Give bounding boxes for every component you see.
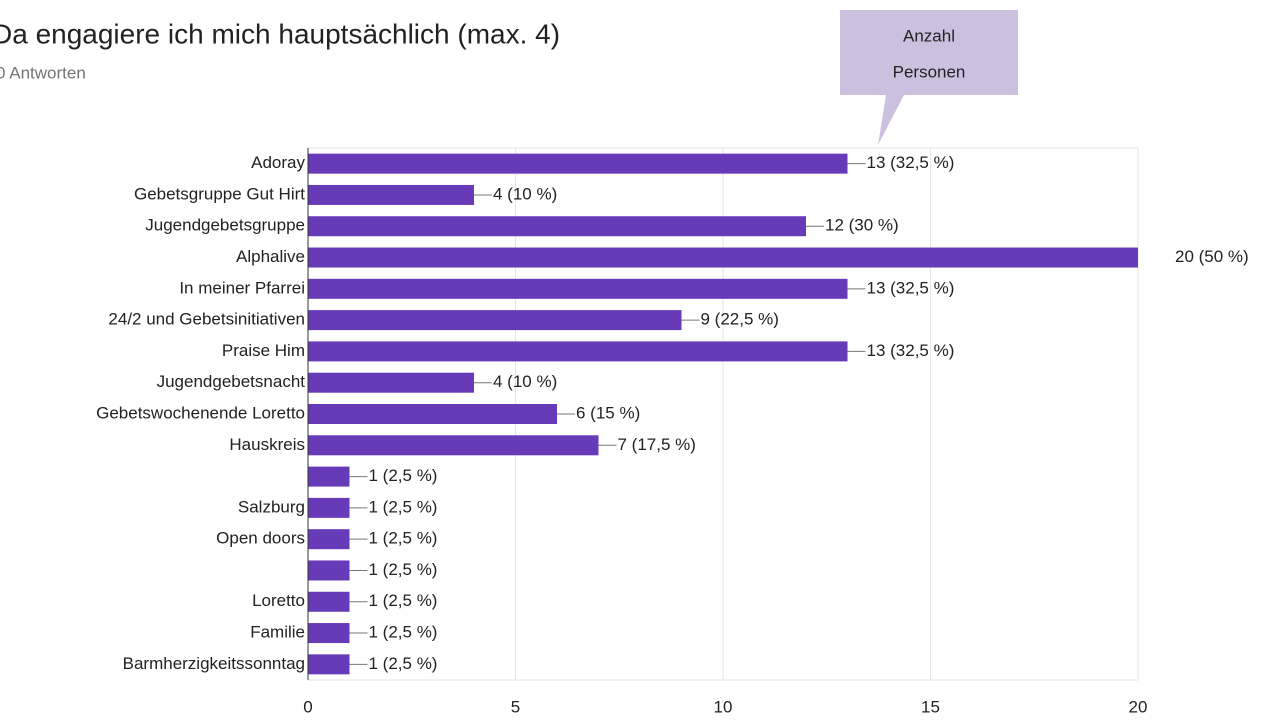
y-tick-label: Familie [250,623,305,642]
value-label: 1 (2,5 %) [369,591,438,610]
bar [308,560,350,581]
bar [308,341,848,362]
bar [308,216,806,237]
chart-subtitle: 0 Antworten [0,63,86,82]
y-tick-label: Alphalive [236,247,305,266]
callout-text: Anzahl [903,26,955,45]
y-tick-label: Salzburg [238,497,305,516]
bar [308,184,474,205]
value-label: 1 (2,5 %) [369,466,438,485]
bar [308,153,848,174]
value-label: 9 (22,5 %) [701,310,779,329]
y-tick-label: Adoray [251,153,305,172]
y-tick-label: Open doors [216,529,305,548]
bar [308,247,1138,268]
value-label: 13 (32,5 %) [867,278,955,297]
callout-box [840,10,1018,145]
value-label: 13 (32,5 %) [867,153,955,172]
bar [308,310,682,331]
y-tick-label: Gebetswochenende Loretto [96,403,305,422]
value-label: 6 (15 %) [576,403,640,422]
value-label: 12 (30 %) [825,216,899,235]
bar [308,278,848,299]
y-tick-label: Barmherzigkeitssonntag [123,654,305,673]
value-label: 20 (50 %) [1175,247,1249,266]
value-label: 1 (2,5 %) [369,560,438,579]
value-label: 4 (10 %) [493,184,557,203]
x-tick-label: 0 [303,697,312,716]
y-tick-label: 24/2 und Gebetsinitiativen [108,310,305,329]
bar [308,372,474,393]
value-label: 1 (2,5 %) [369,654,438,673]
value-label: 1 (2,5 %) [369,497,438,516]
value-label: 4 (10 %) [493,372,557,391]
bar [308,466,350,487]
bar [308,623,350,644]
y-tick-label: Praise Him [222,341,305,360]
x-tick-label: 10 [714,697,733,716]
y-tick-label: Loretto [252,591,305,610]
bar [308,404,557,424]
y-tick-label: Hauskreis [229,435,305,454]
chart-title: Da engagiere ich mich hauptsächlich (max… [0,18,560,49]
bar [308,435,599,456]
bar [308,654,350,675]
y-tick-label: Jugendgebetsgruppe [145,216,305,235]
value-label: 13 (32,5 %) [867,341,955,360]
callout: Anzahl Personen [840,10,1018,145]
x-tick-label: 15 [921,697,940,716]
y-tick-label: Gebetsgruppe Gut Hirt [134,184,305,203]
callout-text: Personen [893,62,966,81]
value-label: 1 (2,5 %) [369,529,438,548]
y-tick-label: In meiner Pfarrei [179,278,305,297]
bar [308,529,350,550]
x-tick-label: 5 [511,697,520,716]
value-label: 7 (17,5 %) [618,435,696,454]
y-tick-label: Jugendgebetsnacht [157,372,306,391]
bar [308,497,350,518]
bar [308,591,350,612]
x-tick-label: 20 [1129,697,1148,716]
value-label: 1 (2,5 %) [369,623,438,642]
